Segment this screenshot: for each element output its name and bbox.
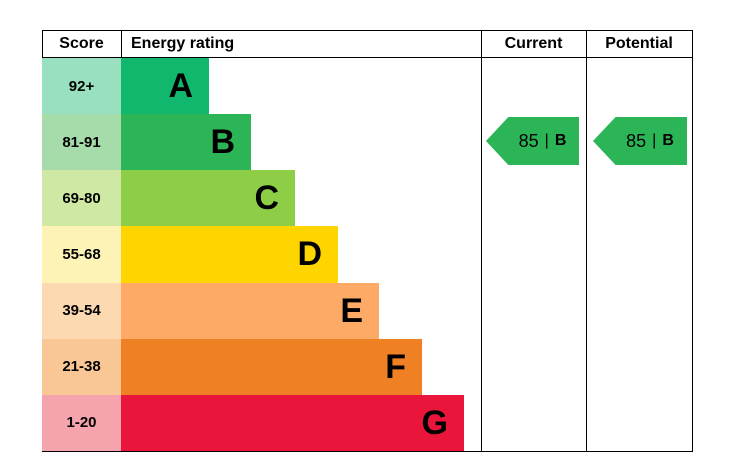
header-left-border	[42, 30, 43, 58]
band-score-label: 81-91	[42, 114, 121, 171]
band-bar-c: C	[121, 170, 295, 227]
current-rating-letter: B	[554, 132, 567, 149]
band-score-label: 39-54	[42, 282, 121, 339]
band-letter: G	[421, 403, 448, 442]
band-row-a: 92+ A	[42, 58, 481, 115]
band-bar-d: D	[121, 226, 338, 283]
band-bar-track: F	[121, 338, 481, 395]
band-letter: E	[340, 291, 363, 330]
potential-rating-separator: |	[652, 132, 657, 149]
band-row-f: 21-38 F	[42, 338, 481, 395]
band-bar-track: B	[121, 114, 481, 171]
band-bar-f: F	[121, 338, 422, 395]
potential-rating-arrow: 85 | B	[593, 117, 687, 165]
band-bar-a: A	[121, 58, 209, 115]
band-letter: B	[210, 123, 235, 162]
band-bar-g: G	[121, 394, 464, 451]
score-header: Score	[59, 35, 104, 52]
band-bar-track: E	[121, 282, 481, 339]
band-letter: A	[168, 67, 193, 106]
current-rating-value: 85	[518, 130, 539, 151]
band-bar-track: C	[121, 170, 481, 227]
potential-rating-letter: B	[662, 132, 674, 149]
band-row-d: 55-68 D	[42, 226, 481, 283]
band-score-label: 69-80	[42, 170, 121, 227]
band-letter: C	[254, 179, 279, 218]
band-row-b: 81-91 B	[42, 114, 481, 171]
band-score-label: 55-68	[42, 226, 121, 283]
current-rating-arrow: 85 | B	[486, 117, 579, 165]
band-bar-b: B	[121, 114, 251, 171]
band-row-c: 69-80 C	[42, 170, 481, 227]
score-column-divider	[121, 30, 122, 58]
potential-header: Potential	[605, 35, 673, 52]
band-letter: D	[297, 235, 322, 274]
table-top-border	[42, 30, 692, 31]
potential-column-right-border	[692, 30, 693, 452]
band-bar-e: E	[121, 282, 379, 339]
current-rating-separator: |	[544, 132, 549, 149]
band-row-e: 39-54 E	[42, 282, 481, 339]
band-letter: F	[385, 347, 406, 386]
header-bottom-border	[42, 57, 692, 58]
band-bar-track: G	[121, 394, 481, 451]
table-bottom-border	[42, 451, 692, 452]
band-row-g: 1-20 G	[42, 394, 481, 451]
rating-bands-area: 92+ A 81-91 B 69-80 C 55-68 D 39-54 E 21-38 F 1-20 G	[42, 58, 481, 451]
current-header: Current	[504, 35, 563, 52]
band-score-label: 1-20	[42, 394, 121, 451]
band-score-label: 21-38	[42, 338, 121, 395]
band-bar-track: A	[121, 58, 481, 115]
band-score-label: 92+	[42, 58, 121, 115]
current-column-left-border	[481, 30, 482, 452]
current-column-right-border	[586, 30, 587, 452]
band-bar-track: D	[121, 226, 481, 283]
potential-rating-value: 85	[626, 130, 647, 151]
energy-rating-header: Energy rating	[131, 35, 235, 52]
